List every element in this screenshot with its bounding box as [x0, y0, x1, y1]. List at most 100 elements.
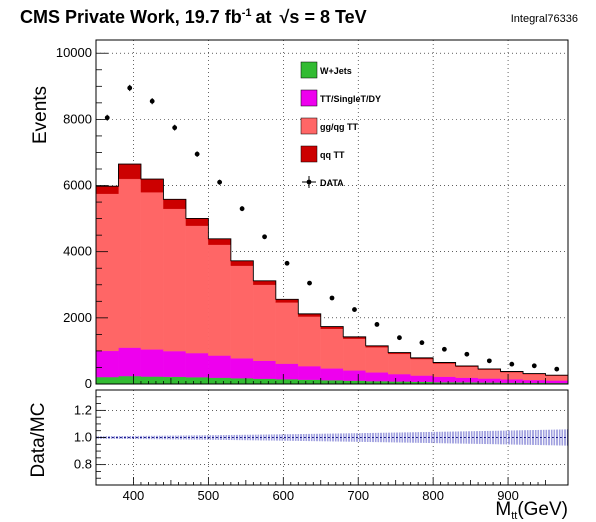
histogram-bar	[432, 376, 456, 383]
histogram-bar	[163, 199, 187, 210]
ratio-axis-ticks: 0.8 1.0 1.2 400 500 600 700 800 900	[74, 396, 546, 503]
histogram-bar	[545, 380, 569, 384]
ratio-pad: 0.8 1.0 1.2 400 500 600 700 800 900 Data/MC Mtt(…	[28, 389, 569, 522]
histogram-bar	[522, 379, 546, 383]
series-gg-qg-tt	[95, 178, 569, 381]
legend-label: gg/qg TT	[320, 122, 358, 132]
data-point	[172, 125, 178, 131]
data-point	[127, 85, 133, 91]
legend-swatch	[300, 61, 318, 79]
y-tick-label: 4000	[63, 244, 92, 259]
histogram-bar	[118, 375, 142, 385]
histogram-bar	[118, 178, 142, 348]
histogram-bar	[208, 355, 232, 378]
data-point	[531, 363, 537, 369]
histogram-bar	[208, 238, 232, 245]
legend-swatch	[300, 145, 318, 163]
upper-axis-ticks: 0 2000 4000 6000 8000 10000	[56, 45, 546, 391]
histogram-bar	[163, 376, 187, 385]
histogram-bar	[275, 363, 299, 380]
histogram-bar	[500, 371, 524, 380]
legend-data-marker	[306, 179, 312, 185]
histogram-bar	[275, 302, 299, 364]
histogram-bar	[230, 265, 254, 359]
histogram-bar	[253, 284, 276, 361]
data-point	[149, 98, 155, 104]
legend-label: DATA	[320, 178, 344, 188]
histogram-bar	[500, 379, 524, 383]
histogram-bar	[208, 377, 232, 385]
histogram-bar	[388, 353, 411, 375]
stacked-histogram	[95, 163, 569, 385]
data-point	[329, 295, 335, 301]
title-lumi-superscript: -1	[242, 7, 252, 19]
legend-swatch	[300, 89, 318, 107]
histogram-bar	[477, 378, 501, 383]
histogram-bar	[432, 363, 456, 377]
data-point	[486, 358, 492, 364]
histogram-bar	[343, 338, 366, 371]
y-axis-title-ratio: Data/MC	[28, 403, 49, 478]
histogram-bar	[118, 163, 142, 180]
data-point	[441, 346, 447, 352]
histogram-bar	[298, 316, 321, 367]
histogram-bar	[343, 370, 366, 381]
histogram-bar	[320, 368, 344, 381]
x-tick-label: 700	[347, 488, 369, 503]
histogram-bar	[185, 218, 209, 226]
histogram-bar	[140, 376, 164, 385]
histogram-bar	[365, 372, 389, 382]
data-point	[464, 351, 470, 357]
data-points	[104, 84, 560, 372]
integral-label: Integral76336	[511, 13, 578, 25]
histogram-bar	[95, 350, 119, 378]
histogram-bar	[253, 280, 276, 285]
title-sqrt: √s	[280, 7, 300, 27]
legend-label: W+Jets	[320, 66, 352, 76]
legend-swatch	[300, 117, 318, 135]
data-point	[104, 115, 110, 121]
histogram-bar	[118, 347, 142, 377]
series-tt-singlet-dy	[95, 347, 569, 384]
histogram-bar	[320, 380, 344, 385]
ratio-y-tick-label: 1.2	[74, 402, 92, 417]
histogram-bar	[140, 192, 164, 350]
histogram-bar	[185, 377, 209, 385]
legend-label: qq TT	[320, 150, 345, 160]
histogram-bar	[298, 379, 321, 385]
data-point	[374, 322, 380, 327]
histogram-bar	[140, 178, 164, 193]
x-axis-title-sub: tt	[511, 510, 517, 522]
histogram-bar	[208, 244, 232, 356]
x-axis-title-main: M	[495, 499, 511, 520]
histogram-bar	[95, 193, 119, 352]
legend: W+Jets TT/SingleT/DY gg/qg TT qq TT DATA	[300, 61, 381, 188]
histogram-bar	[365, 347, 389, 373]
histogram-bar	[410, 358, 434, 376]
y-tick-label: 0	[85, 376, 92, 391]
title-energy: = 8 TeV	[299, 7, 366, 27]
title-at: at	[256, 7, 272, 27]
stack-outline	[95, 163, 568, 384]
histogram-bar	[522, 373, 546, 381]
histogram-bar	[253, 378, 276, 385]
y-tick-label: 6000	[63, 178, 92, 193]
histogram-bar	[275, 379, 299, 385]
x-axis-title: Mtt(GeV)	[495, 499, 568, 522]
legend-label: TT/SingleT/DY	[320, 94, 381, 104]
histogram-bar	[185, 352, 209, 378]
histogram-bar	[95, 186, 119, 194]
y-axis-title-events: Events	[30, 86, 51, 144]
ratio-y-tick-label: 0.8	[74, 457, 92, 472]
data-point	[194, 151, 200, 157]
data-point	[419, 340, 425, 346]
x-tick-label: 500	[198, 488, 220, 503]
upper-pad: 0 2000 4000 6000 8000 10000 Events W+Jets TT/S…	[30, 39, 569, 391]
x-tick-label: 800	[422, 488, 444, 503]
data-point	[397, 335, 402, 341]
histogram-bar	[455, 377, 479, 383]
histogram-bar	[230, 260, 254, 266]
histogram-bar	[545, 375, 569, 381]
histogram-bar	[230, 378, 254, 385]
